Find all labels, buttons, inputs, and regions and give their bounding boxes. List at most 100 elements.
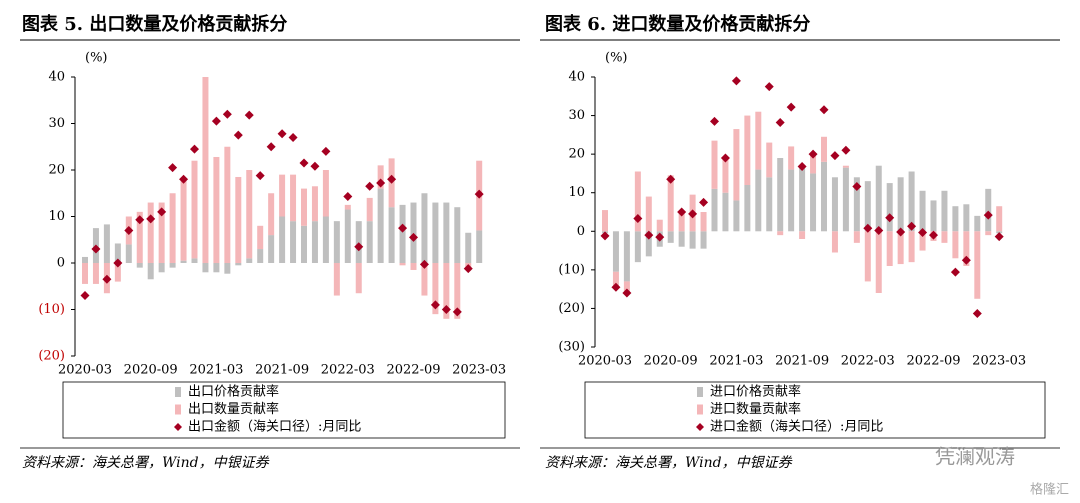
bar [443, 263, 450, 319]
point [720, 153, 730, 163]
point [277, 129, 287, 139]
bar [689, 231, 696, 249]
bar [311, 186, 318, 222]
bar [766, 142, 773, 178]
bar [974, 231, 981, 299]
point [124, 225, 134, 235]
point [688, 209, 698, 219]
legend-swatch [174, 423, 182, 431]
x-tick-label: 2023-03 [972, 354, 1026, 369]
bar [290, 174, 297, 222]
y-tick-label: 0 [57, 256, 65, 271]
bar [268, 235, 275, 263]
watermark: 凭澜观涛 [935, 445, 1015, 469]
x-tick-label: 2020-09 [124, 363, 178, 378]
bar [443, 202, 450, 263]
point [387, 174, 397, 184]
bar [191, 160, 198, 259]
bar [755, 111, 762, 170]
y-tick-label: (30) [558, 340, 585, 355]
point [91, 244, 101, 254]
bar [941, 190, 948, 232]
y-tick-label: 10 [48, 209, 65, 224]
bar [268, 193, 275, 236]
bar [963, 231, 970, 266]
legend-label: 进口数量贡献率 [710, 401, 801, 417]
bar [777, 158, 784, 232]
point [398, 223, 408, 233]
bar [147, 202, 154, 263]
y-tick-label: 30 [48, 116, 65, 131]
bar [963, 204, 970, 232]
point [797, 161, 807, 171]
bar [788, 169, 795, 232]
y-tick-label: 40 [48, 70, 65, 85]
point [299, 158, 309, 168]
bar [766, 177, 773, 232]
bar [246, 170, 253, 259]
bar [645, 196, 652, 232]
bar [344, 204, 351, 210]
point [918, 227, 928, 237]
point [677, 207, 687, 217]
bar [612, 271, 619, 288]
point [830, 151, 840, 161]
bar [301, 188, 307, 226]
point [430, 300, 440, 310]
bar [799, 231, 806, 239]
bar [355, 221, 362, 263]
point [994, 232, 1004, 242]
bar [985, 188, 992, 232]
point [179, 174, 189, 184]
y-tick-label: 10 [568, 185, 585, 200]
bar [941, 231, 948, 243]
point [731, 76, 741, 86]
point [376, 178, 386, 188]
legend-swatch [696, 423, 704, 431]
point [983, 210, 993, 220]
x-tick-label: 2020-09 [644, 354, 698, 369]
bar [602, 210, 608, 232]
bar [700, 212, 707, 232]
chart-title: 图表 6. 进口数量及价格贡献拆分 [545, 13, 810, 35]
bar [744, 115, 751, 185]
point [288, 132, 298, 142]
bar [114, 263, 121, 282]
y-tick-label: 30 [568, 108, 585, 123]
bar [755, 169, 762, 232]
bar [952, 231, 959, 259]
point [310, 161, 320, 171]
y-tick-label: (10) [38, 302, 65, 317]
bar [158, 202, 165, 263]
bar [842, 167, 849, 232]
bar [465, 232, 472, 263]
point [146, 214, 156, 224]
point [819, 105, 829, 115]
bar [92, 263, 99, 284]
bar [322, 170, 329, 217]
legend-swatch [175, 404, 181, 415]
bar [886, 183, 893, 232]
bar [678, 212, 685, 232]
bar [853, 177, 860, 232]
point [452, 307, 462, 317]
bar [831, 177, 838, 232]
legend-label: 出口数量贡献率 [188, 401, 279, 417]
point [255, 171, 265, 181]
bar [711, 140, 718, 189]
legend-swatch [697, 404, 703, 415]
bar [366, 197, 373, 222]
bar [279, 216, 286, 263]
bar [344, 209, 351, 263]
bar [235, 263, 242, 266]
point [786, 102, 796, 112]
x-tick-label: 2020-03 [578, 354, 632, 369]
point [222, 109, 232, 119]
y-tick-label: (20) [38, 349, 65, 364]
bar [224, 263, 231, 274]
bar [799, 165, 806, 232]
bar [410, 202, 417, 263]
bar [634, 231, 641, 263]
bar [875, 231, 882, 293]
bar [125, 244, 132, 263]
